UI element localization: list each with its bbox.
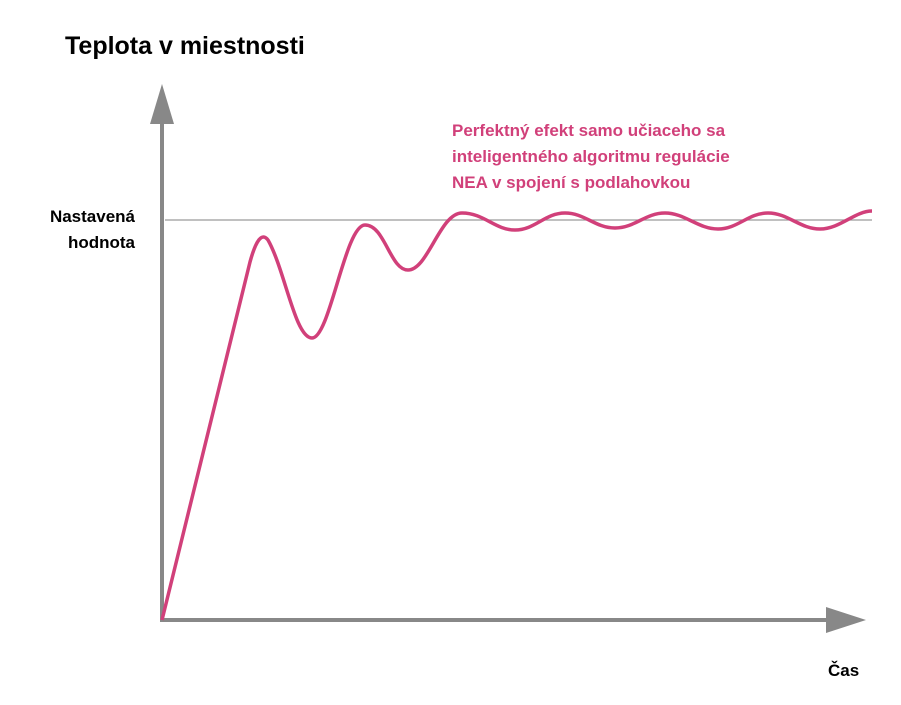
y-axis-arrow <box>150 84 174 124</box>
temperature-curve <box>160 209 873 621</box>
title: Teplota v miestnosti <box>65 32 305 60</box>
x-axis-arrow <box>826 607 866 633</box>
annotation: NEA v spojení s podlahovkou <box>452 173 690 192</box>
annotation: inteligentného algoritmu regulácie <box>452 147 730 166</box>
x-label: Čas <box>828 661 859 680</box>
annotation: Perfektný efekt samo učiaceho sa <box>452 121 726 140</box>
setpoint-label: hodnota <box>68 233 136 252</box>
setpoint-label: Nastavená <box>50 207 136 226</box>
